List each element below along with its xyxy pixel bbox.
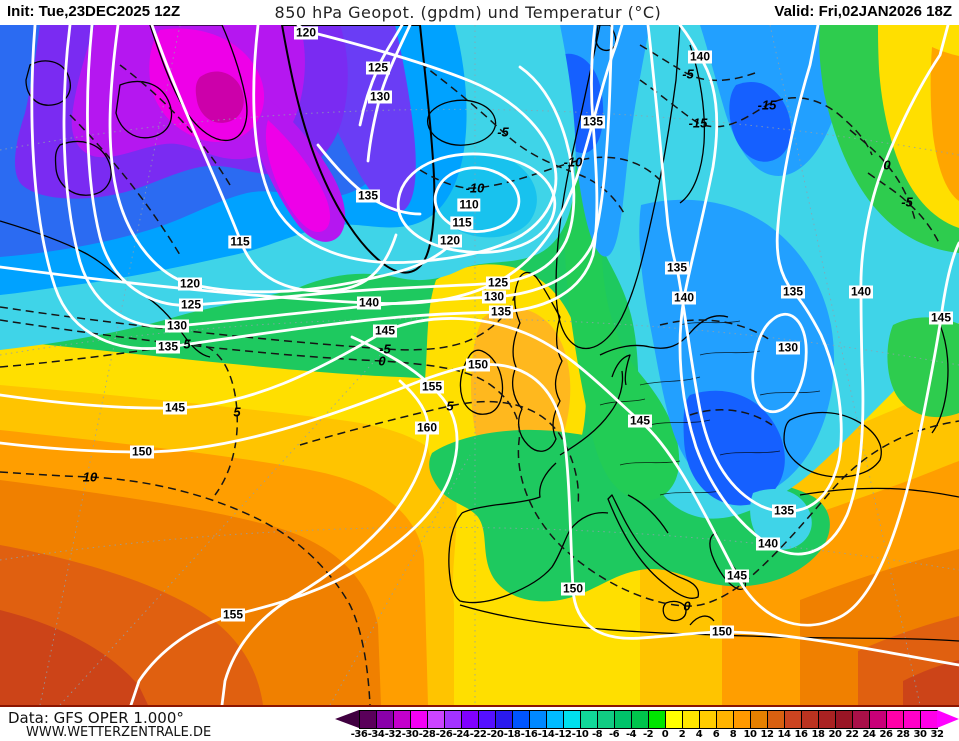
colorbar-swatch [785, 711, 802, 728]
colorbar-swatch [496, 711, 513, 728]
colorbar-swatch [445, 711, 462, 728]
colorbar-tick-label: 8 [729, 729, 737, 740]
data-source-label: Data: GFS OPER 1.000° [8, 709, 184, 727]
colorbar-tick-label: -28 [418, 729, 436, 740]
colorbar-tick-label: 24 [862, 729, 876, 740]
weather-map: 120 125 130 135 110 115 120 135 115 120 125 130 135 1… [0, 25, 959, 707]
colorbar-tick-label: -18 [503, 729, 521, 740]
colorbar-tick-label: -34 [367, 729, 385, 740]
geopotential-contours [0, 25, 959, 705]
colorbar-swatch [513, 711, 530, 728]
colorbar-tick-label: -20 [486, 729, 504, 740]
colorbar-swatch [564, 711, 581, 728]
colorbar-tick-label: -24 [452, 729, 470, 740]
website-label: WWW.WETTERZENTRALE.DE [26, 725, 212, 740]
colorbar-tick-label: 22 [845, 729, 859, 740]
colorbar-tick-label: -22 [469, 729, 487, 740]
colorbar-tick-label: 30 [913, 729, 927, 740]
colorbar-swatch [853, 711, 870, 728]
colorbar-right-arrow-icon [937, 710, 959, 728]
colorbar-left-arrow-icon [335, 710, 359, 728]
colorbar-tick-label: -16 [520, 729, 538, 740]
colorbar-swatch [615, 711, 632, 728]
colorbar-swatch [921, 711, 937, 728]
colorbar-swatch [870, 711, 887, 728]
colorbar-tick-label: 32 [930, 729, 944, 740]
colorbar-swatch [768, 711, 785, 728]
temperature-field [0, 25, 959, 705]
colorbar-swatch [734, 711, 751, 728]
colorbar-swatch [700, 711, 717, 728]
colorbar-swatch [887, 711, 904, 728]
colorbar-tick-label: -4 [625, 729, 637, 740]
valid-time-label: Valid: Fri,02JAN2026 18Z [774, 3, 952, 20]
chart-footer: Data: GFS OPER 1.000° WWW.WETTERZENTRALE… [0, 707, 959, 741]
colorbar-swatch [411, 711, 428, 728]
colorbar-swatch [683, 711, 700, 728]
temperature-colorbar: -36 -34 -32 -30 -28 -26 -24 -22 -20 -18 -16 -14 -12-… [335, 710, 959, 741]
colorbar-swatch [802, 711, 819, 728]
colorbar-tick-label: -32 [384, 729, 402, 740]
temperature-contours [0, 44, 959, 705]
colorbar-tick-label: 6 [712, 729, 720, 740]
colorbar-tick-label: -36 [350, 729, 368, 740]
colorbar-strip [359, 710, 938, 729]
graticule [0, 25, 959, 705]
colorbar-tick-label: 16 [794, 729, 808, 740]
colorbar-swatch [666, 711, 683, 728]
colorbar-swatch [649, 711, 666, 728]
colorbar-tick-label: 20 [828, 729, 842, 740]
colorbar-swatch [819, 711, 836, 728]
colorbar-swatch [632, 711, 649, 728]
colorbar-tick-label: -8 [591, 729, 603, 740]
colorbar-swatch [581, 711, 598, 728]
colorbar-swatch [394, 711, 411, 728]
colorbar-swatch [360, 711, 377, 728]
colorbar-swatch [377, 711, 394, 728]
chart-header: Init: Tue,23DEC2025 12Z 850 hPa Geopot. … [0, 0, 959, 25]
colorbar-tick-label: -30 [401, 729, 419, 740]
colorbar-tick-label: 14 [777, 729, 791, 740]
colorbar-swatch [547, 711, 564, 728]
colorbar-swatch [751, 711, 768, 728]
colorbar-swatch [717, 711, 734, 728]
colorbar-swatch [836, 711, 853, 728]
colorbar-tick-label: 0 [661, 729, 669, 740]
colorbar-swatch [598, 711, 615, 728]
colorbar-tick-label: -12 [554, 729, 572, 740]
colorbar-swatch [479, 711, 496, 728]
colorbar-tick-label: 10 [743, 729, 757, 740]
colorbar-tick-label: 26 [879, 729, 893, 740]
init-time-label: Init: Tue,23DEC2025 12Z [7, 3, 181, 20]
colorbar-tick-label: 4 [695, 729, 703, 740]
colorbar-swatch [904, 711, 921, 728]
colorbar-tick-label: -14 [537, 729, 555, 740]
chart-title: 850 hPa Geopot. (gpdm) und Temperatur (°… [274, 3, 662, 22]
colorbar-tick-label: 2 [678, 729, 686, 740]
colorbar-tick-label: 28 [896, 729, 910, 740]
colorbar-tick-label: -26 [435, 729, 453, 740]
colorbar-tick-label: -6 [608, 729, 620, 740]
colorbar-swatch [462, 711, 479, 728]
colorbar-tick-label: 12 [760, 729, 774, 740]
colorbar-tick-label: 18 [811, 729, 825, 740]
colorbar-tick-label: -2 [642, 729, 654, 740]
colorbar-tick-label: -10 [571, 729, 589, 740]
colorbar-swatch [428, 711, 445, 728]
country-borders [599, 320, 821, 496]
colorbar-swatch [530, 711, 547, 728]
